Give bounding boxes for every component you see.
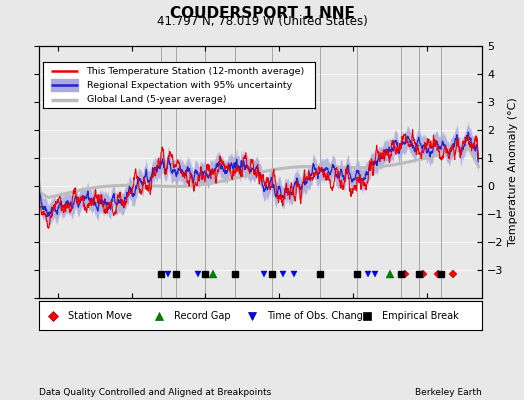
Y-axis label: Temperature Anomaly (°C): Temperature Anomaly (°C) (508, 98, 518, 246)
Text: Regional Expectation with 95% uncertainty: Regional Expectation with 95% uncertaint… (86, 80, 292, 90)
Text: Time of Obs. Change: Time of Obs. Change (267, 310, 369, 321)
Text: This Temperature Station (12-month average): This Temperature Station (12-month avera… (86, 67, 305, 76)
Text: Station Move: Station Move (68, 310, 132, 321)
Text: COUDERSPORT 1 NNE: COUDERSPORT 1 NNE (170, 6, 354, 21)
Text: Global Land (5-year average): Global Land (5-year average) (86, 95, 226, 104)
Text: Data Quality Controlled and Aligned at Breakpoints: Data Quality Controlled and Aligned at B… (39, 388, 271, 397)
Text: Empirical Break: Empirical Break (383, 310, 459, 321)
Text: 41.797 N, 78.019 W (United States): 41.797 N, 78.019 W (United States) (157, 15, 367, 28)
Text: Record Gap: Record Gap (174, 310, 231, 321)
Text: Berkeley Earth: Berkeley Earth (416, 388, 482, 397)
